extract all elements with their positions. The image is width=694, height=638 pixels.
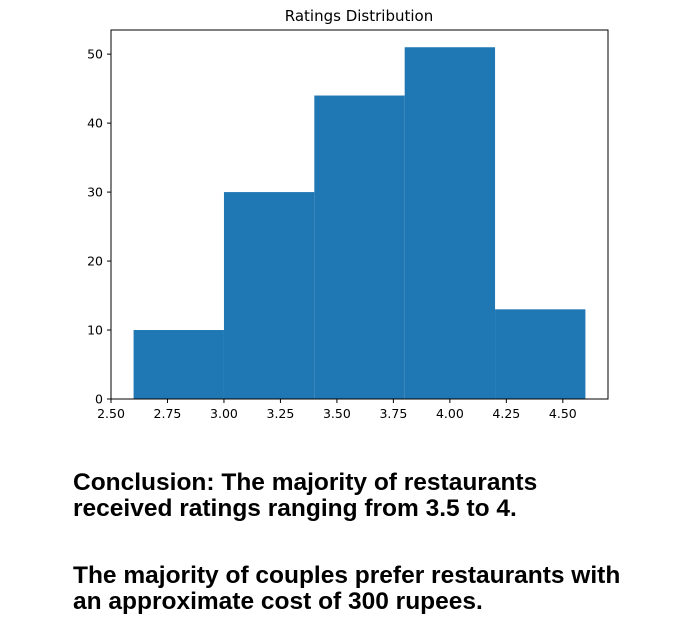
x-tick-label: 2.50: [97, 406, 125, 421]
histogram-bar: [404, 47, 496, 400]
x-tick-label: 4.25: [492, 406, 520, 421]
x-axis: 2.50 2.75 3.00 3.25 3.50 3.75 4.00 4.25 4.50: [97, 399, 577, 421]
y-tick-label: 30: [87, 185, 103, 200]
histogram-bar: [495, 309, 586, 399]
couples-text: The majority of couples prefer restauran…: [73, 563, 683, 615]
y-axis: 0 10 20 30 40 50: [87, 47, 111, 407]
couples-line-1: The majority of couples prefer restauran…: [73, 562, 621, 589]
x-tick-label: 3.00: [210, 406, 238, 421]
x-tick-label: 3.50: [323, 406, 351, 421]
chart-title: Ratings Distribution: [285, 7, 433, 25]
y-tick-label: 10: [87, 323, 103, 338]
y-tick-label: 50: [87, 47, 103, 62]
conclusion-line-1: Conclusion: The majority of restaurants: [73, 469, 538, 496]
histogram-bar: [314, 95, 405, 399]
conclusion-line-2: received ratings ranging from 3.5 to 4.: [73, 495, 517, 522]
y-tick-label: 20: [87, 254, 103, 269]
chart-canvas: Ratings Distribution 2.50 2.75 3.00 3.25 3.5…: [87, 7, 609, 421]
histogram-chart: Ratings Distribution 2.50 2.75 3.00 3.25 3.5…: [87, 7, 609, 421]
plot-frame: [110, 29, 609, 400]
x-tick-label: 4.00: [436, 406, 464, 421]
x-tick-label: 3.75: [379, 406, 407, 421]
histogram-bar: [133, 330, 224, 399]
bars-group: [133, 47, 586, 400]
y-tick-label: 0: [95, 392, 103, 407]
couples-line-2: an approximate cost of 300 rupees.: [73, 588, 483, 615]
x-tick-label: 3.25: [267, 406, 295, 421]
conclusion-text: Conclusion: The majority of restaurants …: [73, 470, 683, 522]
x-tick-label: 2.75: [154, 406, 182, 421]
histogram-bar: [223, 192, 315, 399]
y-tick-label: 40: [87, 116, 103, 131]
x-tick-label: 4.50: [549, 406, 577, 421]
